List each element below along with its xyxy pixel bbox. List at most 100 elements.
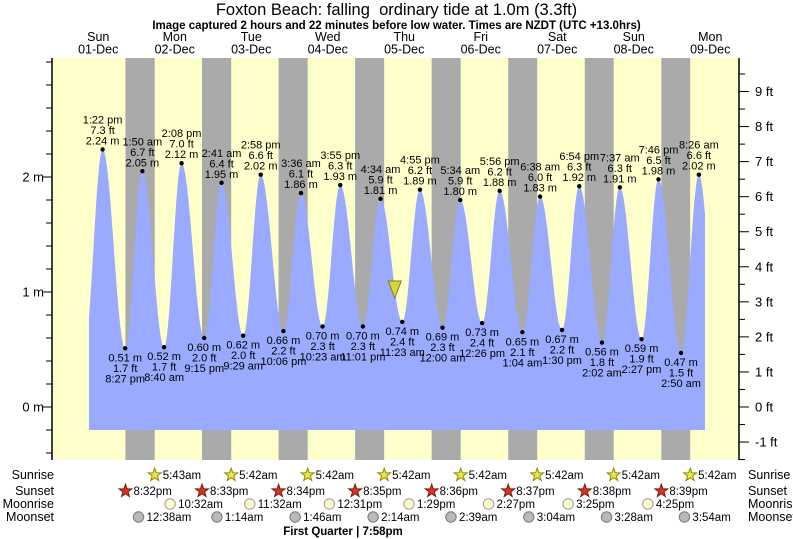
sunset-star-time: 8:38pm bbox=[593, 486, 631, 498]
right-axis-label: 9 ft bbox=[755, 84, 773, 99]
day-weekday-label: Thu bbox=[393, 30, 415, 44]
moonrise-moon-icon bbox=[642, 498, 654, 510]
tide-extreme-dot bbox=[656, 177, 661, 182]
tide-event-label-line: 0.56 m bbox=[585, 347, 619, 359]
moonset-moon-time: 3:28am bbox=[615, 512, 653, 524]
tide-event-label-line: 2:02 am bbox=[582, 368, 622, 380]
tide-event-label-line: 0.69 m bbox=[426, 332, 460, 344]
moonset-moon-time: 2:39am bbox=[459, 512, 497, 524]
tide-event-label-line: 4:55 pm bbox=[400, 155, 440, 167]
right-axis-label: 6 ft bbox=[755, 189, 773, 204]
tide-event-label-line: 2.3 ft bbox=[430, 342, 454, 354]
day-date-label: 02-Dec bbox=[155, 43, 195, 57]
tide-event-label-line: 2:41 am bbox=[202, 148, 242, 160]
day-date-label: 08-Dec bbox=[614, 43, 654, 57]
tide-event-label-line: 2.12 m bbox=[165, 149, 199, 161]
tide-event-label-line: 2.05 m bbox=[126, 157, 160, 169]
tide-event-label-line: 0.67 m bbox=[545, 334, 579, 346]
tide-event-label-line: 1.9 ft bbox=[629, 354, 653, 366]
sunrise-star-icon bbox=[299, 466, 316, 482]
tide-event-label-line: 0.52 m bbox=[147, 351, 181, 363]
tide-extreme-dot bbox=[400, 319, 405, 325]
moonset-moon-time: 2:14am bbox=[381, 512, 419, 524]
tide-extreme-dot bbox=[161, 345, 167, 350]
tide-event-label-line: 6.5 ft bbox=[646, 155, 670, 167]
right-axis-label: 5 ft bbox=[755, 224, 773, 239]
tide-extreme-dot bbox=[696, 172, 702, 177]
tide-extreme-dot bbox=[338, 182, 343, 188]
tide-event-label-line: 10:06 pm bbox=[261, 356, 307, 368]
day-weekday-label: Fri bbox=[473, 30, 488, 44]
tide-event-label-line: 9:29 am bbox=[223, 361, 263, 373]
tide-event-label-line: 0.47 m bbox=[664, 357, 698, 369]
sunrise-star-icon bbox=[452, 466, 469, 482]
day-weekday-label: Wed bbox=[315, 30, 341, 44]
moonrise-moon-icon bbox=[164, 498, 176, 510]
moonrise-moon-icon bbox=[482, 498, 495, 510]
tide-event-label-line: 1:04 am bbox=[503, 357, 543, 369]
tide-extreme-dot bbox=[479, 320, 485, 326]
moonset-moon-icon bbox=[600, 511, 613, 523]
moonset-moon-time: 12:38am bbox=[147, 512, 192, 524]
tide-event-label-line: 1.98 m bbox=[642, 165, 676, 177]
tide-extreme-dot bbox=[497, 188, 502, 193]
sunrise-star-time: 5:42am bbox=[316, 470, 354, 482]
tide-extreme-dot bbox=[241, 333, 246, 338]
tide-event-label-line: 6.1 ft bbox=[289, 169, 313, 181]
tide-curve bbox=[89, 149, 705, 430]
tide-event-label-line: 1.80 m bbox=[443, 186, 477, 198]
tide-event-label-line: 2.2 ft bbox=[271, 346, 295, 358]
tide-event-label-line: 1.95 m bbox=[205, 169, 239, 181]
tide-extreme-dot bbox=[617, 185, 622, 190]
tide-event-label-line: 2.24 m bbox=[86, 135, 120, 147]
tide-extreme-dot bbox=[440, 325, 445, 330]
chart-subtitle: Image captured 2 hours and 22 minutes be… bbox=[152, 20, 641, 32]
sunset-star-time: 8:39pm bbox=[669, 486, 707, 498]
tide-event-label-line: 6.3 ft bbox=[567, 162, 591, 174]
tide-event-label-line: 6.3 ft bbox=[328, 161, 352, 173]
sunset-star-icon bbox=[270, 482, 287, 498]
tide-event-label-line: 12:00 am bbox=[420, 353, 466, 365]
tide-extreme-dot bbox=[458, 197, 463, 203]
moonset-moon-icon bbox=[445, 511, 457, 523]
tide-event-label-line: 6.6 ft bbox=[248, 150, 272, 162]
tide-event-label-line: 2.4 ft bbox=[470, 338, 494, 350]
right-axis-label: 2 ft bbox=[755, 329, 773, 344]
chart-title: Foxton Beach: falling ordinary tide at 1… bbox=[215, 1, 578, 19]
tide-event-label-line: 3:55 pm bbox=[320, 150, 360, 162]
day-weekday-label: Sun bbox=[623, 30, 645, 44]
tide-event-label-line: 2.2 ft bbox=[550, 344, 574, 356]
current-marker bbox=[387, 280, 402, 300]
tide-event-label-line: 1.83 m bbox=[523, 183, 557, 195]
tide-event-label-line: 9:15 pm bbox=[184, 363, 224, 375]
tide-extreme-dot bbox=[417, 187, 423, 192]
moonset-moon-time: 1:14am bbox=[225, 512, 263, 524]
moonrise-moon-icon bbox=[403, 498, 415, 510]
tide-extreme-dot bbox=[520, 330, 525, 335]
left-axis: 2 m 1 m 0 m bbox=[22, 58, 53, 460]
tide-event-label-line: 1.5 ft bbox=[669, 367, 693, 379]
tide-extreme-dot bbox=[599, 340, 605, 345]
tide-event-label-line: 0.51 m bbox=[108, 352, 142, 364]
moonset-moon-icon bbox=[523, 511, 535, 523]
tide-event-label-line: 0.70 m bbox=[346, 331, 380, 343]
tide-event-label-line: 0.65 m bbox=[506, 336, 540, 348]
tide-event-label-line: 1:30 pm bbox=[542, 355, 582, 367]
moonrise-moon-time: 12:31pm bbox=[337, 499, 382, 511]
sunset-star-icon bbox=[576, 482, 593, 498]
tide-event-label-line: 6.7 ft bbox=[130, 147, 154, 159]
sunrise-star-time: 5:42am bbox=[239, 470, 277, 482]
right-axis-label: 8 ft bbox=[755, 119, 773, 134]
moonrise-row-label-right: Moonrise bbox=[748, 497, 793, 511]
left-axis-label: 2 m bbox=[22, 170, 44, 185]
tide-event-label-line: 1.92 m bbox=[562, 172, 596, 184]
left-axis-label: 0 m bbox=[22, 400, 44, 415]
moonset-moon-icon bbox=[678, 511, 691, 523]
sunrise-row-label-left: Sunrise bbox=[12, 468, 54, 482]
tide-event-label-line: 1.91 m bbox=[603, 173, 637, 185]
tide-event-label-line: 0.74 m bbox=[385, 326, 419, 338]
day-date-label: 01-Dec bbox=[78, 43, 118, 57]
tide-event-label-line: 2.02 m bbox=[682, 161, 716, 173]
sunrise-star-time: 5:43am bbox=[163, 470, 201, 482]
moonrise-moon-time: 4:25pm bbox=[656, 499, 694, 511]
